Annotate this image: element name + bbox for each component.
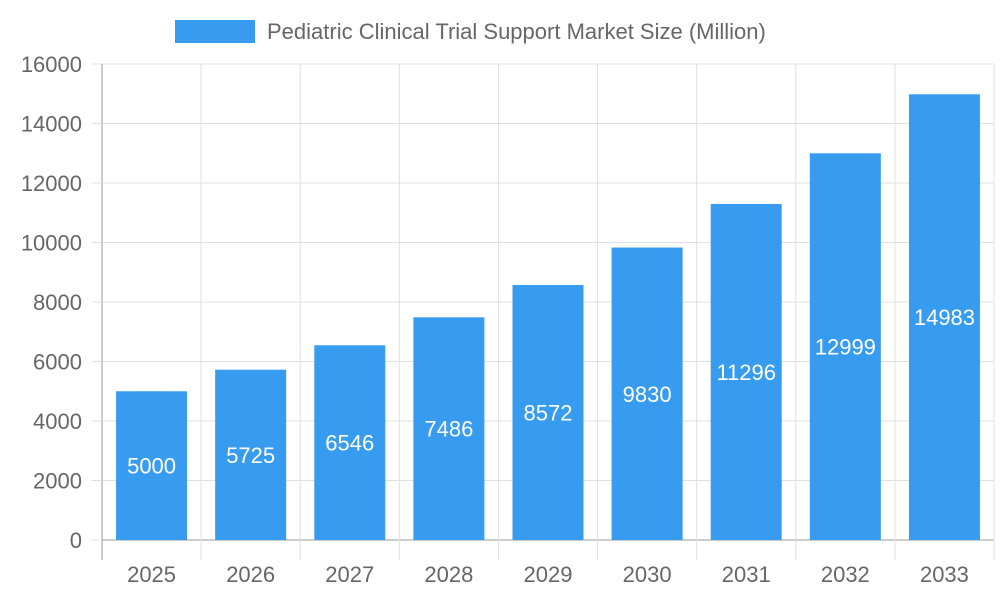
bar — [116, 391, 188, 540]
x-axis: 2025 2026 2027 2028 2029 2030 2031 2032 2033 — [127, 562, 969, 587]
x-tick-label: 2031 — [722, 562, 771, 587]
bar — [512, 284, 584, 540]
data-label: 14983 — [914, 305, 975, 330]
data-label: 11296 — [716, 360, 776, 385]
x-tick-label: 2028 — [424, 562, 473, 587]
bar — [710, 203, 782, 540]
bar — [611, 247, 683, 540]
y-tick-label: 12000 — [21, 171, 82, 196]
data-label: 5000 — [127, 454, 176, 479]
y-tick-label: 4000 — [33, 409, 82, 434]
data-label: 9830 — [623, 382, 672, 407]
bars: 5000 5725 6546 7486 8572 9830 11296 12999 14983 — [116, 94, 980, 541]
x-tick-label: 2029 — [524, 562, 573, 587]
x-tick-label: 2030 — [623, 562, 672, 587]
x-tick-label: 2033 — [920, 562, 969, 587]
x-tick-label: 2032 — [821, 562, 870, 587]
bar — [908, 94, 980, 541]
legend[interactable]: Pediatric Clinical Trial Support Market … — [175, 19, 766, 44]
data-label: 7486 — [424, 417, 473, 442]
x-tick-label: 2026 — [226, 562, 275, 587]
data-label: 6546 — [325, 431, 374, 456]
legend-swatch — [175, 20, 255, 43]
bar — [215, 369, 287, 540]
bar — [413, 317, 485, 540]
y-tick-label: 16000 — [21, 52, 82, 77]
bar — [809, 153, 881, 540]
y-tick-label: 6000 — [33, 350, 82, 375]
y-tick-label: 14000 — [21, 112, 82, 137]
y-tick-label: 10000 — [21, 231, 82, 256]
bar — [314, 345, 386, 540]
y-tick-label: 0 — [70, 528, 82, 553]
data-label: 8572 — [524, 400, 573, 425]
data-label: 5725 — [226, 443, 275, 468]
x-tick-label: 2027 — [325, 562, 374, 587]
y-tick-label: 8000 — [33, 290, 82, 315]
data-label: 12999 — [815, 335, 876, 360]
x-tick-label: 2025 — [127, 562, 176, 587]
legend-label: Pediatric Clinical Trial Support Market … — [267, 19, 766, 44]
y-tick-label: 2000 — [33, 469, 82, 494]
y-axis: 0 2000 4000 6000 8000 10000 12000 14000 16000 — [21, 52, 102, 553]
